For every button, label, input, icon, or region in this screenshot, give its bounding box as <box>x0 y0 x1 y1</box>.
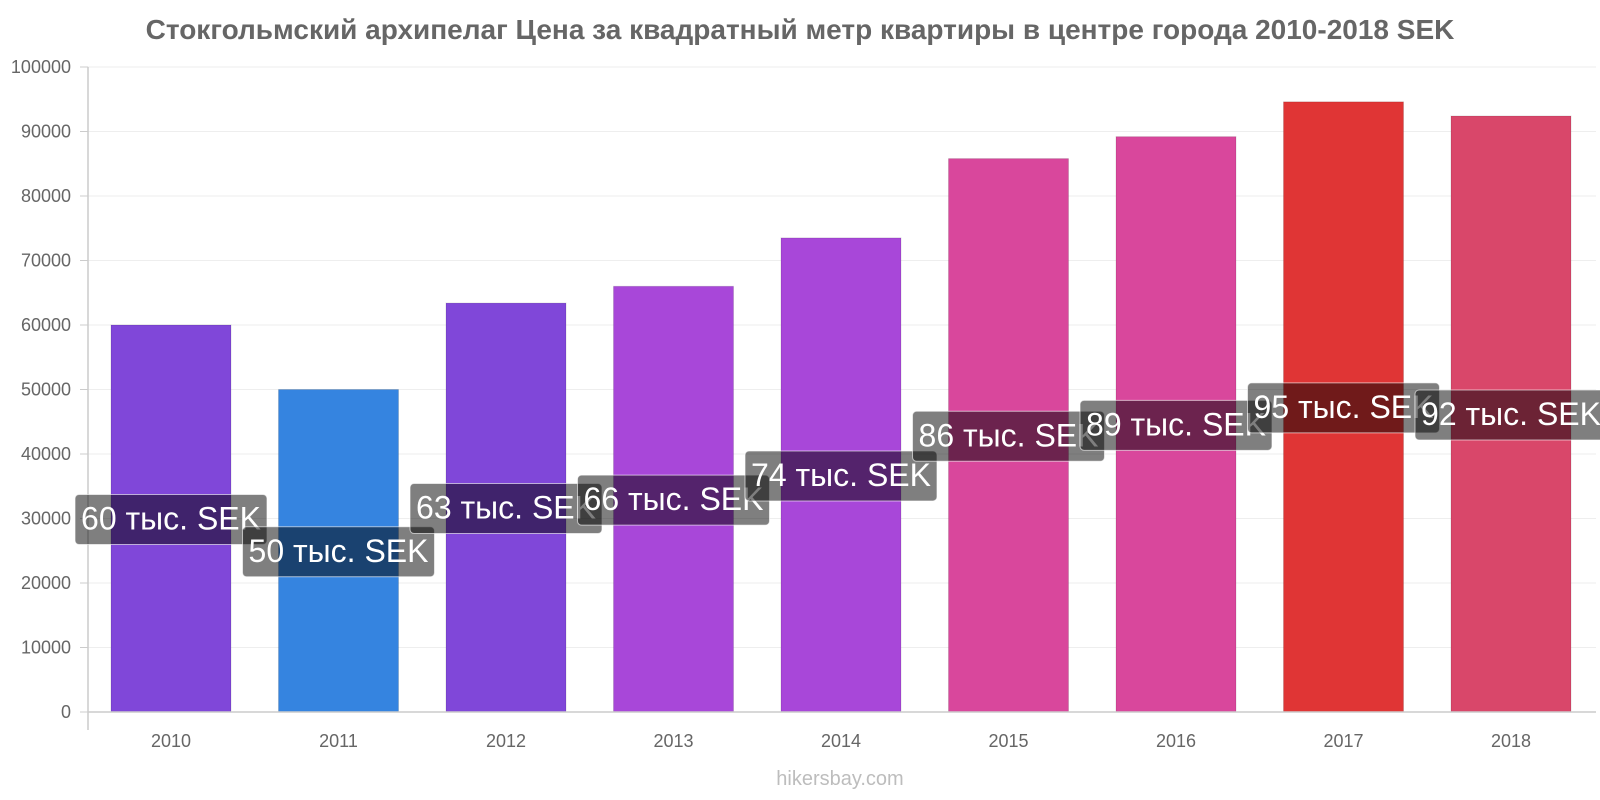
data-label-box <box>242 526 435 578</box>
y-tick-label: 100000 <box>11 57 71 77</box>
x-tick-label: 2014 <box>821 731 861 751</box>
data-label-text: 74 тыс. SEK <box>751 457 931 493</box>
y-tick-label: 40000 <box>21 444 71 464</box>
data-label-2016: 89 тыс. SEK <box>1079 399 1273 451</box>
source-watermark: hikersbay.com <box>776 768 904 790</box>
y-tick-label: 20000 <box>21 573 71 593</box>
data-label-text: 95 тыс. SEK <box>1254 389 1434 425</box>
y-tick-label: 10000 <box>21 638 71 658</box>
x-tick-label: 2018 <box>1491 731 1531 751</box>
axes: 0 10000 20000 30000 40000 50000 60000 70000 8000… <box>11 57 1596 751</box>
data-label-text: 60 тыс. SEK <box>81 501 261 537</box>
y-tick-label: 0 <box>61 702 71 722</box>
data-label-text: 89 тыс. SEK <box>1086 406 1266 442</box>
data-label-box <box>74 494 268 545</box>
y-tick-label: 90000 <box>21 122 71 142</box>
data-label-text: 92 тыс. SEK <box>1421 396 1600 432</box>
x-tick-label: 2013 <box>653 731 693 751</box>
x-tick-label: 2017 <box>1323 731 1363 751</box>
data-label-box <box>744 450 938 502</box>
x-tick-label: 2010 <box>151 731 191 751</box>
x-tick-label: 2011 <box>319 731 358 751</box>
y-tick-label: 30000 <box>21 509 71 529</box>
y-tick-label: 70000 <box>21 251 71 271</box>
x-tick-label: 2012 <box>486 731 526 751</box>
x-tick-label: 2015 <box>988 731 1028 751</box>
data-label-text: 86 тыс. SEK <box>919 417 1099 453</box>
chart-title: Стокгольмский архипелаг Цена за квадратн… <box>145 14 1455 45</box>
y-tick-label: 60000 <box>21 315 71 335</box>
y-tick-label: 50000 <box>21 380 71 400</box>
y-tick-label: 80000 <box>21 186 71 206</box>
x-tick-label: 2016 <box>1156 731 1196 751</box>
data-label-text: 50 тыс. SEK <box>249 533 429 569</box>
data-label-2011: 50 тыс. SEK <box>242 526 435 578</box>
data-label-box <box>1414 389 1600 441</box>
data-label-text: 66 тыс. SEK <box>584 481 764 517</box>
data-label-2010: 60 тыс. SEK <box>74 494 268 545</box>
data-label-2017: 95 тыс. SEK <box>1247 382 1440 434</box>
data-label-2015: 86 тыс. SEK <box>912 410 1105 462</box>
data-label-text: 63 тыс. SEK <box>416 490 596 526</box>
data-label-2012: 63 тыс. SEK <box>409 483 603 535</box>
data-label-2014: 74 тыс. SEK <box>744 450 938 502</box>
data-label-2013: 66 тыс. SEK <box>577 474 770 526</box>
data-label-2018: 92 тыс. SEK <box>1414 389 1600 441</box>
